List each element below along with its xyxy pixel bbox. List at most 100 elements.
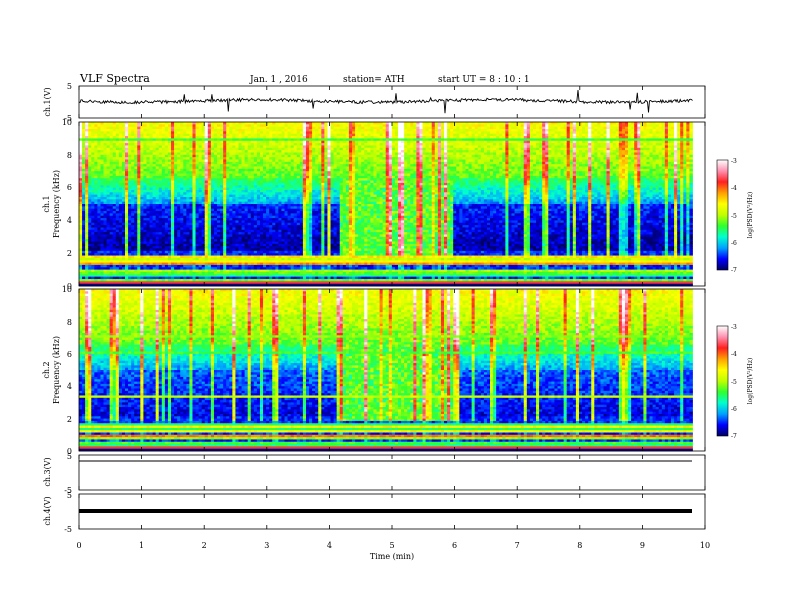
spectrogram-cell bbox=[158, 147, 163, 151]
spectrogram-cell bbox=[201, 243, 206, 247]
spectrogram-cell bbox=[275, 278, 279, 282]
spectrogram-cell bbox=[177, 201, 181, 205]
spectrogram-cell bbox=[100, 267, 104, 270]
spectrogram-cell bbox=[118, 281, 123, 285]
spectrogram-cell bbox=[189, 204, 193, 207]
spectrogram-cell bbox=[186, 246, 190, 249]
spectrogram-cell bbox=[146, 215, 150, 219]
spectrogram-cell bbox=[177, 143, 181, 146]
spectrogram-cell bbox=[183, 152, 187, 156]
spectrogram-cell bbox=[118, 154, 123, 158]
spectrogram-cell bbox=[284, 185, 288, 188]
spectrogram-cell bbox=[244, 283, 249, 287]
spectrogram-cell bbox=[91, 178, 95, 181]
spectrogram-cell bbox=[103, 215, 108, 219]
spectrogram-cell bbox=[106, 138, 111, 142]
spectrogram-cell bbox=[85, 248, 89, 252]
spectrogram-cell bbox=[259, 262, 264, 266]
spectrogram-cell bbox=[91, 269, 95, 273]
spectrogram-cell bbox=[85, 201, 89, 205]
spectrogram-cell bbox=[287, 194, 292, 198]
spectrogram-cell bbox=[88, 182, 92, 186]
spectrogram-cell bbox=[269, 171, 273, 174]
spectrogram-cell bbox=[186, 225, 190, 228]
spectrogram-cell bbox=[82, 206, 86, 210]
spectrogram-cell bbox=[284, 133, 288, 137]
spectrogram-cell bbox=[109, 136, 114, 139]
spectrogram-cell bbox=[256, 269, 261, 273]
spectrogram-cell bbox=[241, 199, 246, 203]
spectrogram-cell bbox=[296, 145, 301, 149]
spectrogram-cell bbox=[293, 159, 298, 163]
spectrogram-cell bbox=[244, 281, 249, 285]
spectrogram-cell bbox=[189, 124, 193, 128]
spectrogram-cell bbox=[253, 192, 258, 196]
spectrogram-cell bbox=[131, 241, 135, 245]
spectrogram-cell bbox=[131, 143, 135, 146]
spectrogram-cell bbox=[131, 222, 135, 226]
spectrogram-cell bbox=[232, 218, 236, 221]
spectrogram-cell bbox=[167, 178, 172, 181]
spectrogram-cell bbox=[287, 276, 292, 280]
spectrogram-cell bbox=[140, 257, 144, 261]
spectrogram-cell bbox=[134, 211, 138, 214]
spectrogram-cell bbox=[167, 204, 172, 207]
spectrogram-cell bbox=[213, 239, 218, 242]
spectrogram-cell bbox=[161, 206, 166, 210]
spectrogram-cell bbox=[155, 220, 160, 224]
spectrogram-cell bbox=[253, 124, 258, 128]
spectrogram-cell bbox=[106, 250, 111, 254]
spectrogram-cell bbox=[241, 234, 246, 238]
spectrogram-cell bbox=[85, 182, 89, 186]
spectrogram-cell bbox=[287, 281, 292, 285]
spectrogram-cell bbox=[143, 187, 147, 191]
spectrogram-cell bbox=[195, 260, 200, 263]
spectrogram-cell bbox=[115, 168, 120, 172]
spectrogram-cell bbox=[118, 161, 123, 165]
spectrogram-cell bbox=[128, 274, 132, 278]
ch1-spectrogram-image bbox=[79, 122, 693, 287]
spectrogram-cell bbox=[272, 154, 276, 158]
spectrogram-cell bbox=[198, 239, 203, 242]
spectrogram-cell bbox=[186, 152, 190, 156]
spectrogram-cell bbox=[91, 234, 95, 238]
spectrogram-cell bbox=[140, 239, 144, 242]
spectrogram-cell bbox=[204, 218, 209, 221]
spectrogram-cell bbox=[85, 152, 89, 156]
spectrogram-cell bbox=[281, 260, 285, 263]
spectrogram-cell bbox=[164, 206, 169, 210]
spectrogram-cell bbox=[125, 204, 129, 207]
spectrogram-cell bbox=[275, 243, 279, 247]
spectrogram-cell bbox=[174, 206, 178, 210]
spectrogram-cell bbox=[128, 201, 132, 205]
spectrogram-cell bbox=[180, 274, 184, 278]
spectrogram-cell bbox=[140, 147, 144, 151]
spectrogram-cell bbox=[195, 152, 200, 156]
spectrogram-cell bbox=[253, 271, 258, 275]
spectrogram-cell bbox=[158, 206, 163, 210]
spectrogram-cell bbox=[143, 248, 147, 252]
spectrogram-cell bbox=[106, 274, 111, 278]
spectrogram-cell bbox=[149, 166, 154, 170]
spectrogram-cell bbox=[88, 152, 92, 156]
spectrogram-cell bbox=[250, 260, 255, 263]
y-tick-label: -5 bbox=[64, 114, 72, 123]
spectrogram-cell bbox=[186, 178, 190, 181]
spectrogram-cell bbox=[158, 262, 163, 266]
spectrogram-cell bbox=[149, 171, 154, 174]
spectrogram-cell bbox=[238, 180, 242, 184]
spectrogram-cell bbox=[146, 164, 150, 167]
spectrogram-cell bbox=[167, 201, 172, 205]
spectrogram-cell bbox=[253, 267, 258, 270]
spectrogram-cell bbox=[167, 143, 172, 146]
spectrogram-cell bbox=[155, 159, 160, 163]
spectrogram-cell bbox=[290, 278, 295, 282]
spectrogram-cell bbox=[97, 262, 101, 266]
spectrogram-cell bbox=[183, 271, 187, 275]
spectrogram-cell bbox=[244, 204, 249, 207]
spectrogram-cell bbox=[94, 166, 98, 170]
spectrogram-cell bbox=[207, 154, 212, 158]
spectrogram-cell bbox=[284, 232, 288, 235]
spectrogram-cell bbox=[125, 140, 129, 144]
spectrogram-cell bbox=[272, 274, 276, 278]
